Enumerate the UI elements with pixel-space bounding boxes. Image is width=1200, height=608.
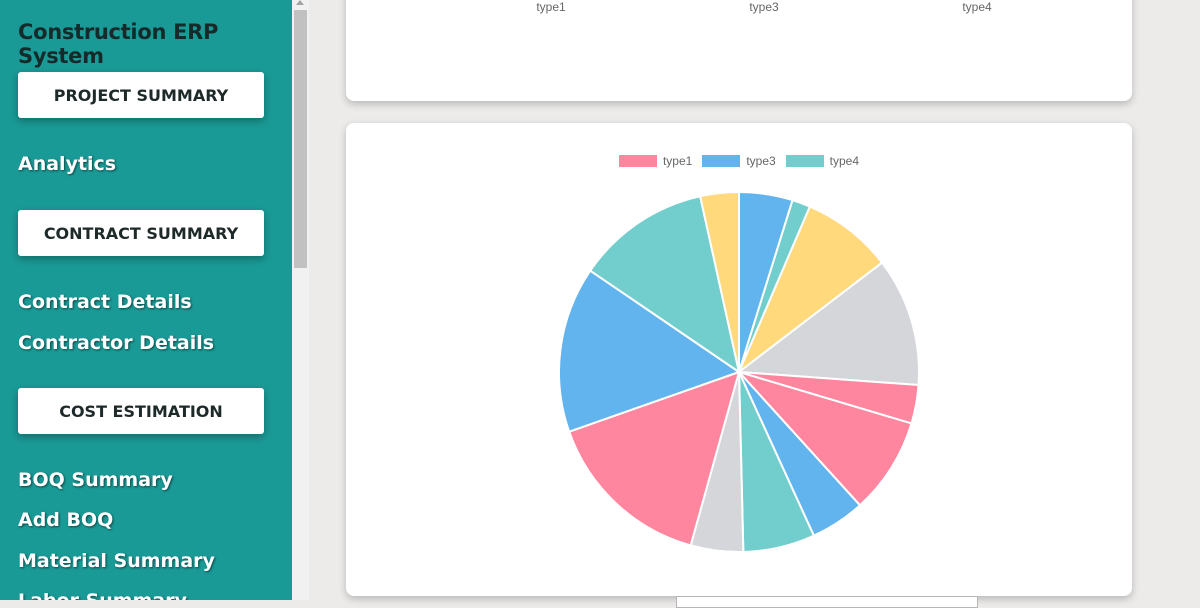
top-chart-card: type1 type3 type4	[346, 0, 1132, 101]
sidebar-link-labor-summary[interactable]: Labor Summary	[18, 590, 187, 600]
legend-swatch	[702, 155, 741, 167]
sidebar-scrollbar[interactable]	[292, 0, 309, 600]
pie-chart	[558, 190, 920, 553]
pie-slice-6[interactable]	[735, 370, 913, 507]
chart-legend: type1 type3 type4	[346, 152, 1132, 170]
pie-chart-card: type1 type3 type4	[346, 123, 1132, 596]
cost-estimation-button[interactable]: COST ESTIMATION	[18, 388, 264, 434]
sidebar-link-contract-details[interactable]: Contract Details	[18, 291, 192, 313]
sidebar-link-analytics[interactable]: Analytics	[18, 153, 117, 175]
pie-slice-12[interactable]	[588, 195, 741, 375]
app-title: Construction ERP System	[18, 20, 219, 68]
pie-slice-13[interactable]	[698, 190, 740, 373]
sidebar: Construction ERP System PROJECT SUMMARY A…	[0, 0, 292, 600]
pie-slice-10[interactable]	[567, 370, 741, 547]
footer-box	[676, 596, 978, 608]
legend-swatch	[785, 155, 824, 167]
legend-item[interactable]: type4	[785, 152, 860, 170]
x-tick-label: type1	[536, 0, 566, 14]
pie-slice-4[interactable]	[736, 261, 920, 387]
legend-item[interactable]: type3	[702, 152, 776, 170]
x-tick-label: type3	[749, 0, 779, 14]
x-tick-label: type4	[962, 0, 992, 14]
contract-summary-button[interactable]: CONTRACT SUMMARY	[18, 210, 264, 256]
legend-item[interactable]: type1	[618, 152, 693, 170]
pie-slice-3[interactable]	[736, 205, 884, 376]
pie-slice-11[interactable]	[558, 269, 742, 434]
scroll-up-arrow-icon[interactable]	[296, 0, 304, 5]
legend-label: type1	[662, 154, 693, 168]
sidebar-link-boq-summary[interactable]: BOQ Summary	[18, 469, 173, 491]
legend-label: type3	[746, 154, 776, 168]
sidebar-link-add-boq[interactable]: Add BOQ	[18, 509, 114, 531]
sidebar-link-material-summary[interactable]: Material Summary	[18, 550, 215, 572]
project-summary-button[interactable]: PROJECT SUMMARY	[18, 72, 264, 118]
sidebar-link-contractor-details[interactable]: Contractor Details	[18, 332, 215, 354]
scrollbar-thumb[interactable]	[294, 10, 307, 268]
legend-label: type4	[829, 154, 860, 168]
legend-swatch	[618, 155, 657, 167]
